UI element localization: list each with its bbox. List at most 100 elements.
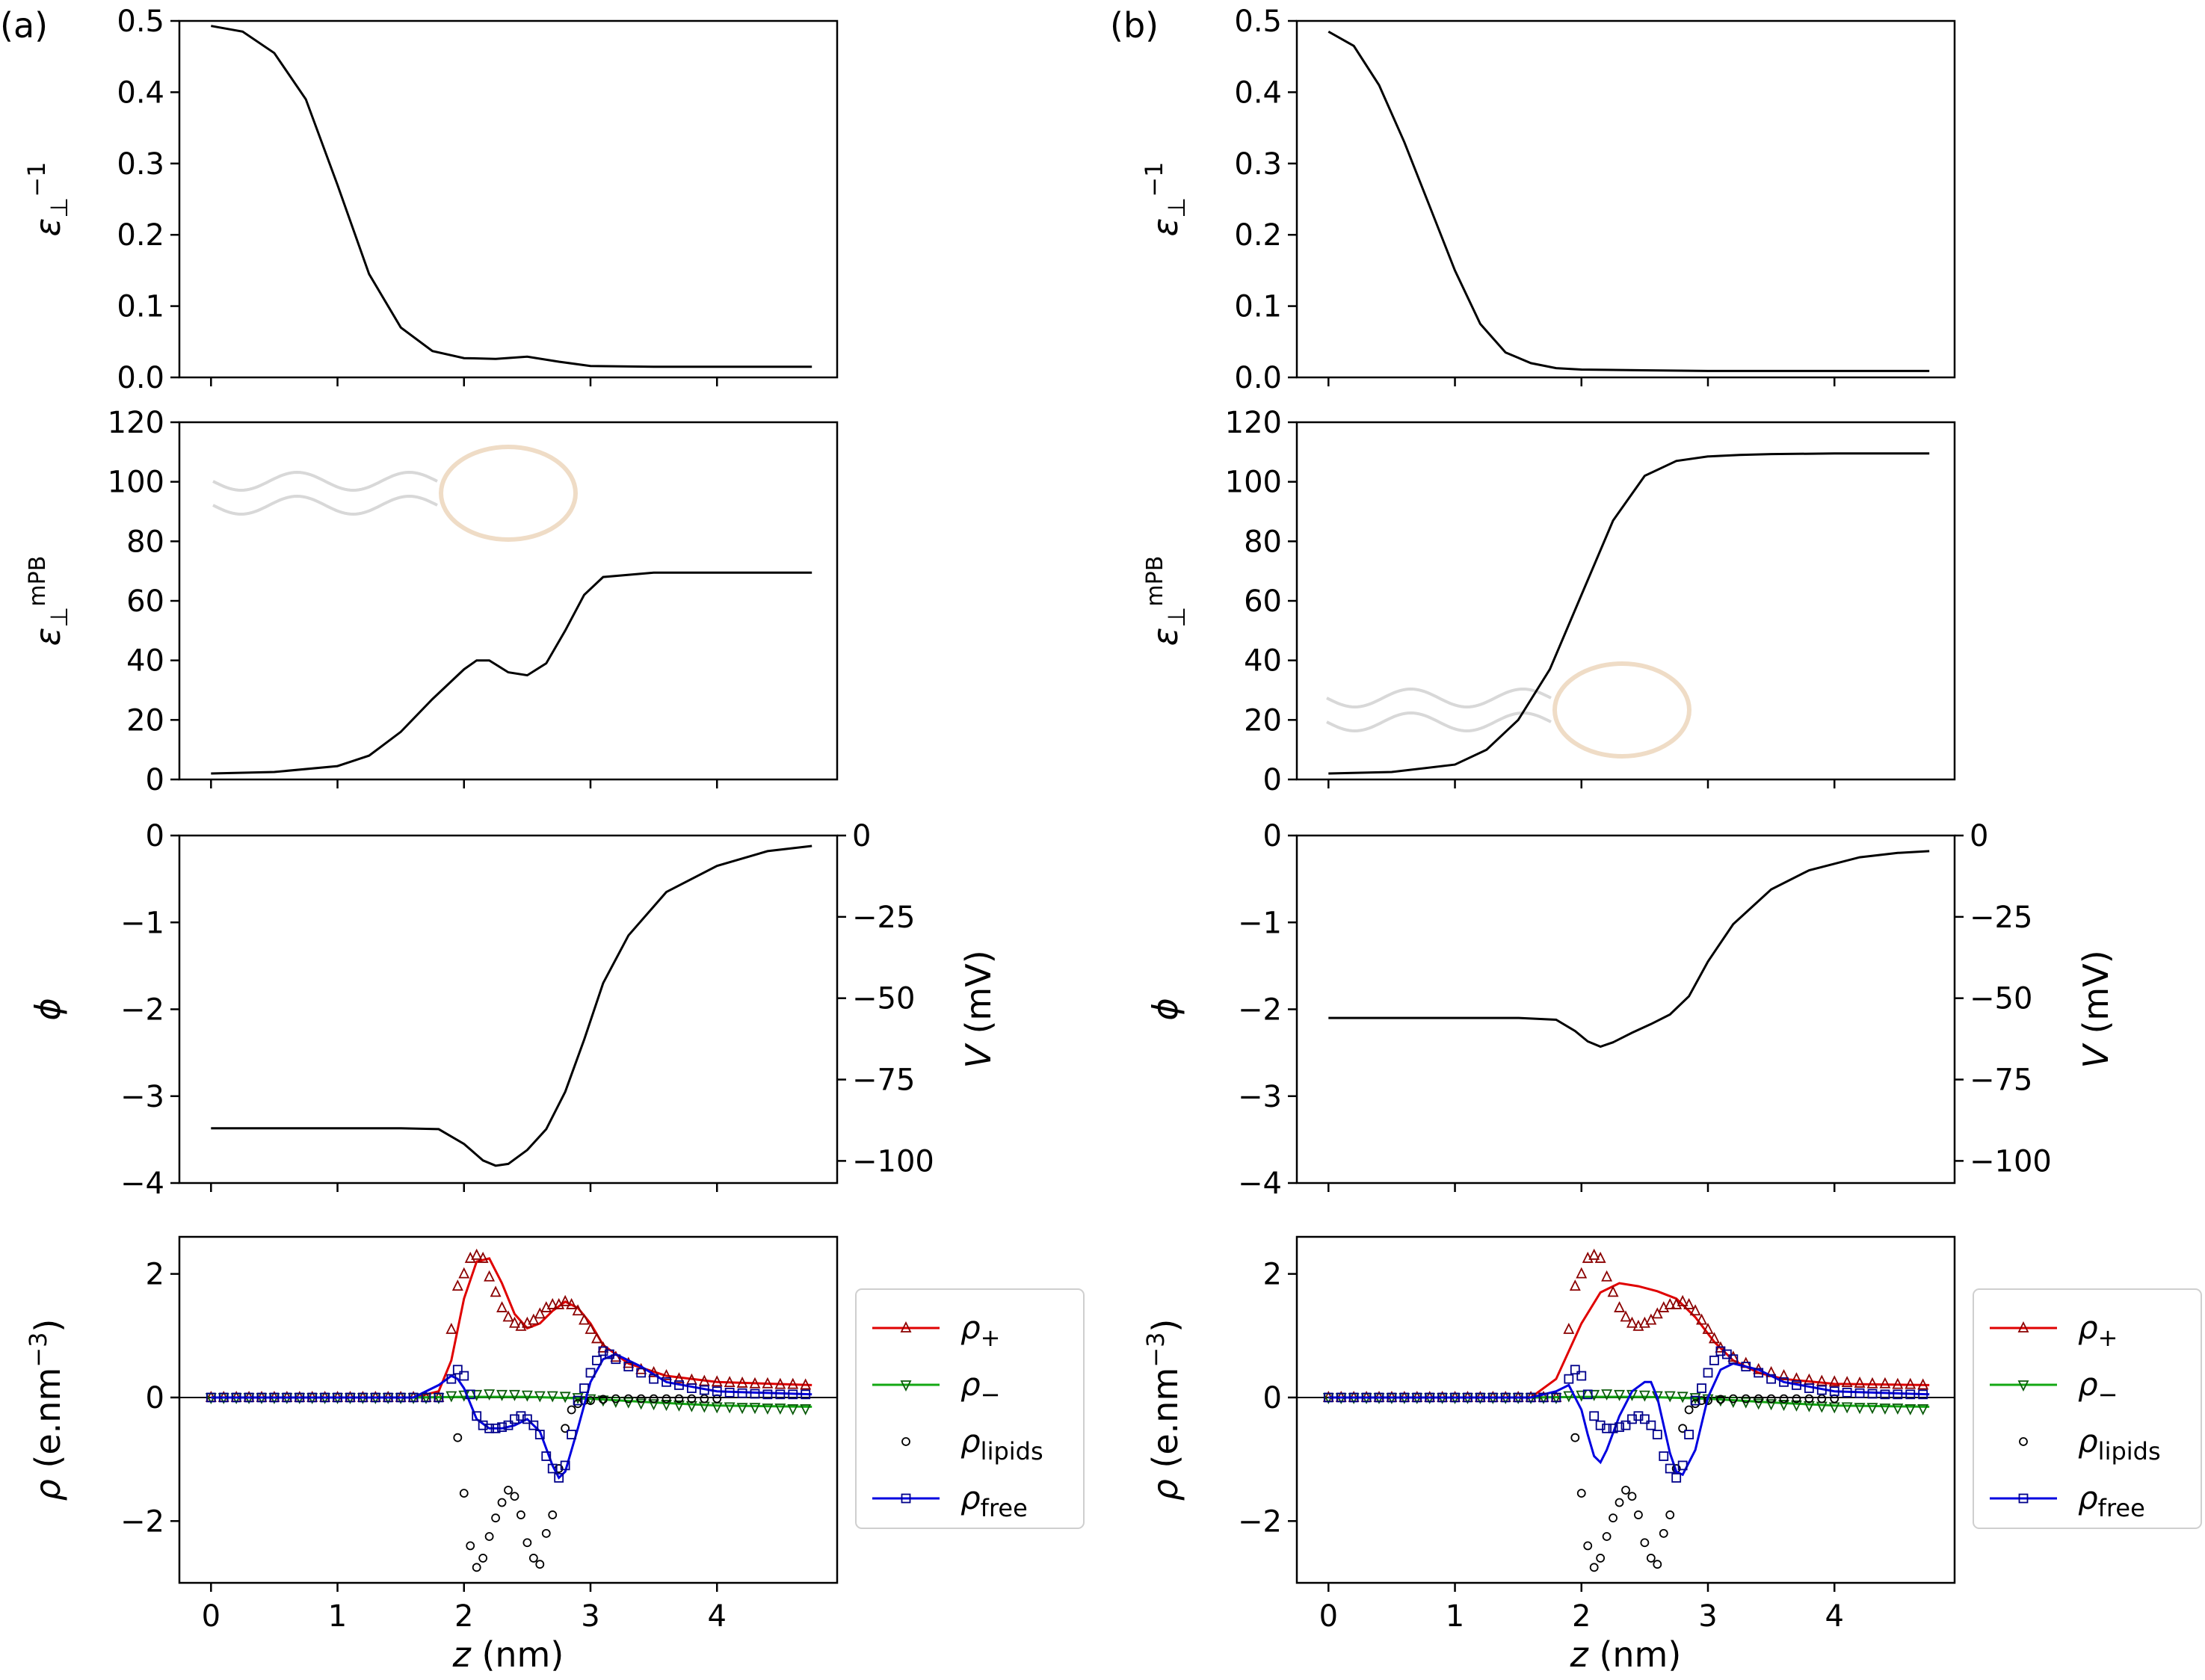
y2-tick-label: −100	[852, 1144, 934, 1179]
rho-lipids-marker	[1615, 1498, 1624, 1507]
rho-plus-marker	[579, 1313, 590, 1325]
rho-free-marker	[1665, 1463, 1675, 1474]
rho-plus-marker	[1683, 1297, 1695, 1309]
rho-lipids-marker	[459, 1489, 469, 1498]
y-tick-label: 0	[146, 1381, 164, 1415]
rho-free-marker	[1697, 1383, 1706, 1393]
y2-tick-label: −25	[1970, 901, 2032, 935]
rho-free-marker	[649, 1374, 659, 1384]
rho-minus-marker	[648, 1399, 660, 1411]
rho-plus-marker	[1828, 1375, 1840, 1387]
rho-plus-marker	[1601, 1270, 1613, 1282]
rho-minus-marker	[1638, 1390, 1650, 1402]
rho-free-marker	[269, 1392, 280, 1403]
y-tick-label: 20	[126, 703, 164, 738]
rho-plus-marker	[1645, 1313, 1657, 1325]
rho-free-marker	[459, 1371, 469, 1381]
rho-lipids-marker	[522, 1538, 532, 1548]
subplot-b-4: 0 1 2 3 4 −2 0 2 ρ (e.nm−3) ρ+ ρ− ρlipids ρfree z (nm…	[1141, 1235, 2202, 1675]
y-axis-label: ρ (e.nm−3)	[1141, 1319, 1185, 1501]
rho-plus-marker	[502, 1310, 514, 1322]
rho-minus-marker	[1689, 1393, 1701, 1404]
rho-free-marker	[1538, 1392, 1549, 1403]
rho-lipids-marker	[1684, 1405, 1694, 1415]
rho-minus-marker	[445, 1391, 457, 1403]
legend-label: ρlipids	[960, 1423, 1043, 1466]
rho-minus-marker	[661, 1400, 672, 1412]
rho-free-marker	[1615, 1422, 1624, 1433]
rho-free-marker	[1854, 1388, 1865, 1398]
rho-free-marker	[516, 1411, 526, 1421]
y-tick-label: −2	[120, 1504, 164, 1539]
legend-marker	[2018, 1493, 2029, 1504]
rho-plus-marker	[774, 1377, 786, 1389]
y-tick-label: 0	[146, 819, 164, 853]
legend-label: ρ+	[960, 1309, 1000, 1352]
rho-plus-marker	[591, 1332, 602, 1344]
rho-free-marker	[294, 1392, 305, 1403]
rho-minus-marker	[1816, 1401, 1828, 1413]
rho-free-marker	[1374, 1392, 1384, 1403]
rho-free-marker	[1526, 1392, 1536, 1403]
rho-minus-marker	[1841, 1402, 1853, 1414]
series-line	[1328, 850, 1930, 1049]
rho-free-marker	[1792, 1380, 1801, 1390]
rho-lipids-marker	[1659, 1528, 1668, 1538]
rho-lipids-marker	[586, 1396, 595, 1405]
series-line	[1327, 30, 1930, 372]
rho-free-marker	[408, 1392, 419, 1403]
x-tick-label: 0	[202, 1599, 220, 1634]
rho-free-marker	[478, 1420, 488, 1430]
y2-tick-label: −25	[852, 901, 915, 935]
rho-plus-line	[1328, 1282, 1930, 1399]
rho-free-marker	[598, 1346, 608, 1356]
y-axis-label: ϕ	[1145, 998, 1185, 1020]
rho-minus-marker	[509, 1389, 520, 1401]
rho-plus-marker	[1854, 1376, 1866, 1388]
rho-minus-marker	[736, 1403, 748, 1415]
rho-free-marker	[1627, 1414, 1637, 1424]
rho-free-marker	[1867, 1389, 1878, 1399]
rho-free-marker	[1633, 1411, 1644, 1421]
rho-minus-marker	[1601, 1389, 1613, 1401]
rho-lipids-marker	[1640, 1538, 1650, 1548]
rho-plus-marker	[673, 1372, 685, 1384]
rho-plus-marker	[1677, 1294, 1689, 1306]
rho-free-marker	[522, 1414, 532, 1424]
rho-minus-marker	[1664, 1391, 1676, 1403]
rho-free-marker	[1513, 1392, 1523, 1403]
rho-free-marker	[1652, 1430, 1662, 1439]
lipid-head	[439, 445, 578, 542]
rho-lipids-marker	[674, 1394, 684, 1403]
rho-free-marker	[434, 1392, 444, 1403]
subplot-b-1: 0.0 0.1 0.2 0.3 0.4 0.5 ε⊥−1	[1140, 4, 1956, 395]
subplot-a-3: 0 −1 −2 −3 −4 ϕ 0 −25 −50 −75 −100 V (mV)	[28, 819, 999, 1201]
rho-lipids-marker	[1741, 1394, 1751, 1403]
rho-free-marker	[1487, 1392, 1498, 1403]
rho-free-marker	[1728, 1354, 1739, 1365]
rho-lipids-marker	[561, 1424, 570, 1433]
y-tick-label: 60	[1244, 584, 1282, 619]
rho-free-marker	[611, 1354, 621, 1365]
rho-lipids-marker	[662, 1394, 671, 1403]
rho-free-marker	[1589, 1411, 1600, 1421]
rho-free-marker	[510, 1414, 519, 1424]
x-tick-label: 1	[1446, 1599, 1464, 1634]
x-tick-label: 4	[708, 1599, 727, 1634]
y-axis-label: ρ (e.nm−3)	[24, 1319, 68, 1501]
data-layer	[211, 25, 812, 368]
rho-free-marker	[750, 1389, 760, 1399]
rho-free-marker	[1646, 1420, 1656, 1430]
rho-free-marker	[446, 1374, 457, 1384]
rho-free-marker	[1336, 1392, 1346, 1403]
rho-plus-marker	[477, 1251, 489, 1263]
rho-minus-marker	[1866, 1403, 1878, 1415]
rho-free-marker	[1399, 1392, 1410, 1403]
rho-minus-marker	[774, 1403, 786, 1415]
rho-free-marker	[1602, 1423, 1612, 1433]
rho-minus-marker	[1854, 1403, 1866, 1415]
rho-free-marker	[1576, 1371, 1587, 1381]
rho-plus-marker	[711, 1375, 723, 1387]
y2-tick-label: 0	[852, 819, 871, 853]
rho-minus-marker	[521, 1390, 533, 1402]
